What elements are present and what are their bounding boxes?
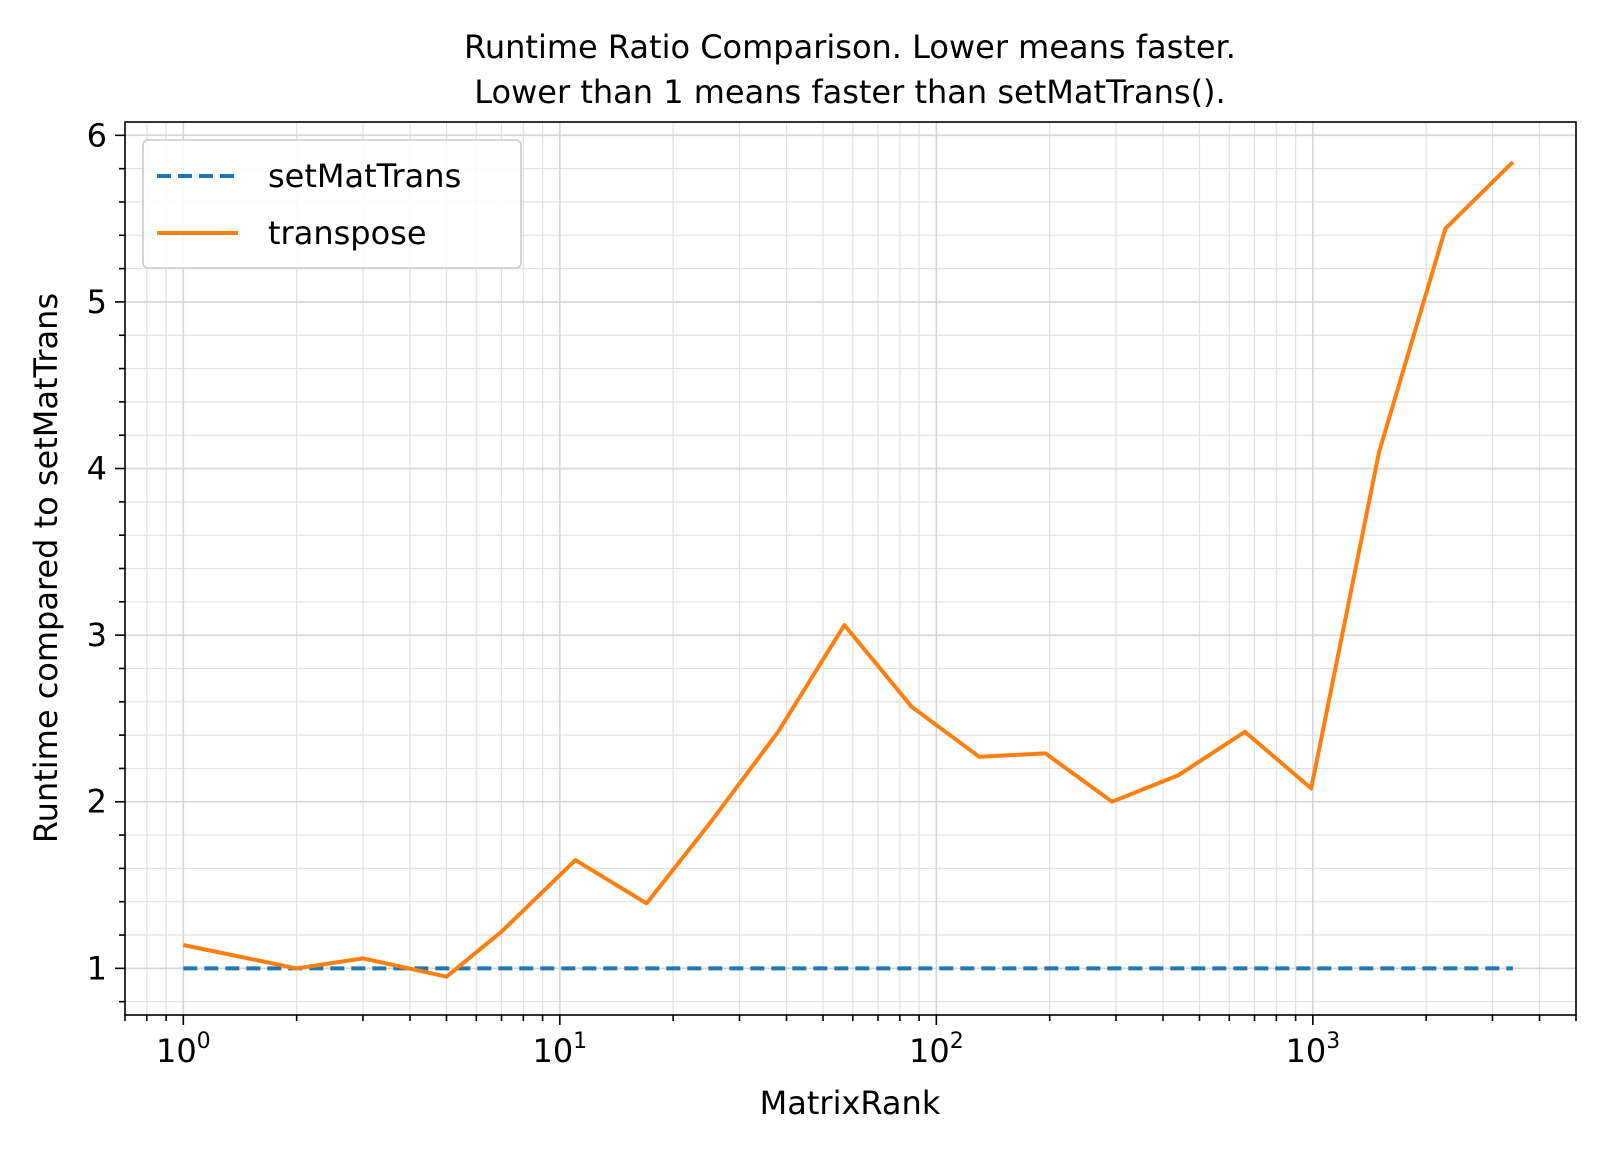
x-axis-label: MatrixRank (760, 1084, 941, 1122)
legend-label-setmattrans: setMatTrans (268, 157, 461, 195)
ticks: 100 101 102 103 1 2 3 4 5 6 (87, 116, 1577, 1070)
y-axis-label: Runtime compared to setMatTrans (27, 293, 65, 843)
y-tick-label: 5 (87, 283, 107, 321)
chart-title-line-1: Runtime Ratio Comparison. Lower means fa… (464, 28, 1236, 66)
x-tick-label: 102 (909, 1029, 964, 1070)
legend: setMatTrans transpose (142, 139, 522, 269)
x-tick-label: 101 (532, 1029, 587, 1070)
y-tick-label: 3 (87, 616, 107, 654)
series-line-transpose (182, 160, 1515, 979)
legend-label-transpose: transpose (268, 214, 427, 252)
chart-title-line-2: Lower than 1 means faster than setMatTra… (474, 73, 1225, 111)
y-tick-label: 2 (87, 783, 107, 821)
legend-frame (142, 139, 522, 269)
grid (124, 122, 1577, 1015)
y-tick-label: 4 (87, 450, 107, 488)
series (182, 160, 1515, 979)
y-tick-label: 6 (87, 116, 107, 154)
x-tick-label: 100 (156, 1029, 211, 1070)
x-tick-label: 103 (1285, 1029, 1340, 1070)
chart-title: Runtime Ratio Comparison. Lower means fa… (464, 28, 1236, 111)
y-tick-label: 1 (87, 949, 107, 987)
